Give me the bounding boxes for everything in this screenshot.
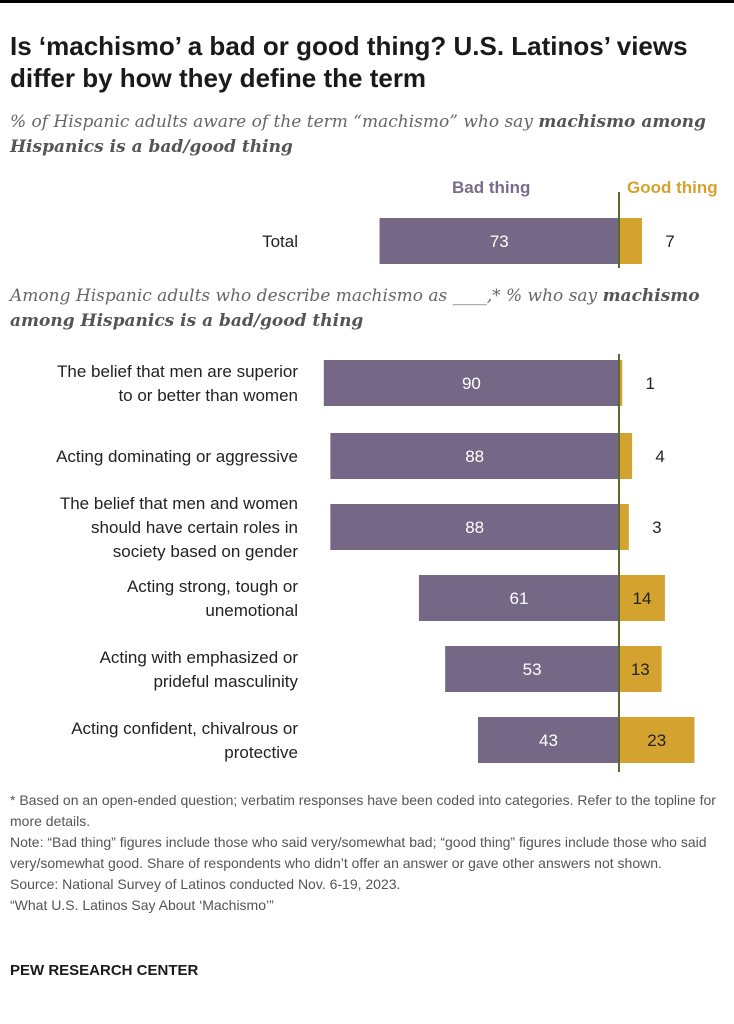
category-label: Acting dominating or aggressive: [56, 447, 298, 466]
brand-logo-text: PEW RESEARCH CENTER: [10, 962, 199, 979]
category-label: unemotional: [205, 601, 298, 620]
bar-bad-thing: [477, 717, 619, 763]
subtitle-bold-text: machismo among Hispanics is a bad/good t…: [10, 112, 706, 157]
bad-value-label: 88: [465, 447, 484, 466]
good-value-label: 14: [632, 589, 651, 608]
category-label: to or better than women: [118, 386, 298, 405]
legend-good-thing: Good thing: [627, 178, 718, 197]
good-value-label: 3: [652, 518, 661, 537]
category-label: Acting strong, tough or: [127, 577, 298, 596]
category-label: prideful masculinity: [153, 672, 298, 691]
good-value-label: 1: [646, 374, 655, 393]
bad-value-label: 43: [539, 731, 558, 750]
footnotes: * Based on an open-ended question; verba…: [10, 790, 725, 916]
subtitle-text: % of Hispanic adults aware of the term “…: [10, 112, 539, 132]
good-value-label: 23: [647, 731, 666, 750]
bar-bad-thing: [330, 433, 619, 479]
bar-good-thing: [619, 218, 642, 264]
legend-bad-thing: Bad thing: [452, 178, 531, 197]
bar-bad-thing: [323, 360, 619, 406]
category-label: The belief that men are superior: [57, 362, 298, 381]
bad-value-label: 90: [462, 374, 481, 393]
footnote-source: Source: National Survey of Latinos condu…: [10, 876, 401, 892]
category-label: should have certain roles in: [91, 518, 298, 537]
chart-title: Is ‘machismo’ a bad or good thing? U.S. …: [10, 31, 688, 93]
category-label: society based on gender: [113, 542, 299, 561]
category-label: The belief that men and women: [60, 494, 298, 513]
category-label: protective: [224, 743, 298, 762]
category-label: Total: [262, 232, 298, 251]
footnote-note: Note: “Bad thing” figures include those …: [10, 834, 707, 871]
section-subtitle-text: Among Hispanic adults who describe machi…: [10, 286, 603, 306]
top-rule: [0, 0, 734, 3]
good-value-label: 4: [655, 447, 664, 466]
bar-good-thing: [619, 575, 665, 621]
category-label: Acting with emphasized or: [100, 648, 299, 667]
chart-subtitle: % of Hispanic adults aware of the term “…: [10, 110, 720, 160]
bar-bad-thing: [445, 646, 619, 692]
bar-bad-thing: [379, 218, 619, 264]
bar-good-thing: [619, 504, 629, 550]
footnote-asterisk: * Based on an open-ended question; verba…: [10, 792, 716, 829]
bar-good-thing: [619, 360, 623, 406]
bar-good-thing: [619, 646, 662, 692]
section-subtitle-bold-text: machismo among Hispanics is a bad/good t…: [10, 286, 700, 331]
bad-value-label: 88: [465, 518, 484, 537]
bar-bad-thing: [330, 504, 619, 550]
footnote-report: “What U.S. Latinos Say About ‘Machismo’”: [10, 897, 274, 913]
bad-value-label: 73: [490, 232, 509, 251]
good-value-label: 7: [665, 232, 674, 251]
bar-good-thing: [619, 433, 633, 479]
category-label: Acting confident, chivalrous or: [71, 719, 298, 738]
good-value-label: 13: [631, 660, 650, 679]
bad-value-label: 61: [509, 589, 528, 608]
section-subtitle: Among Hispanic adults who describe machi…: [10, 284, 720, 334]
bar-good-thing: [619, 717, 695, 763]
bar-bad-thing: [418, 575, 619, 621]
bad-value-label: 53: [523, 660, 542, 679]
